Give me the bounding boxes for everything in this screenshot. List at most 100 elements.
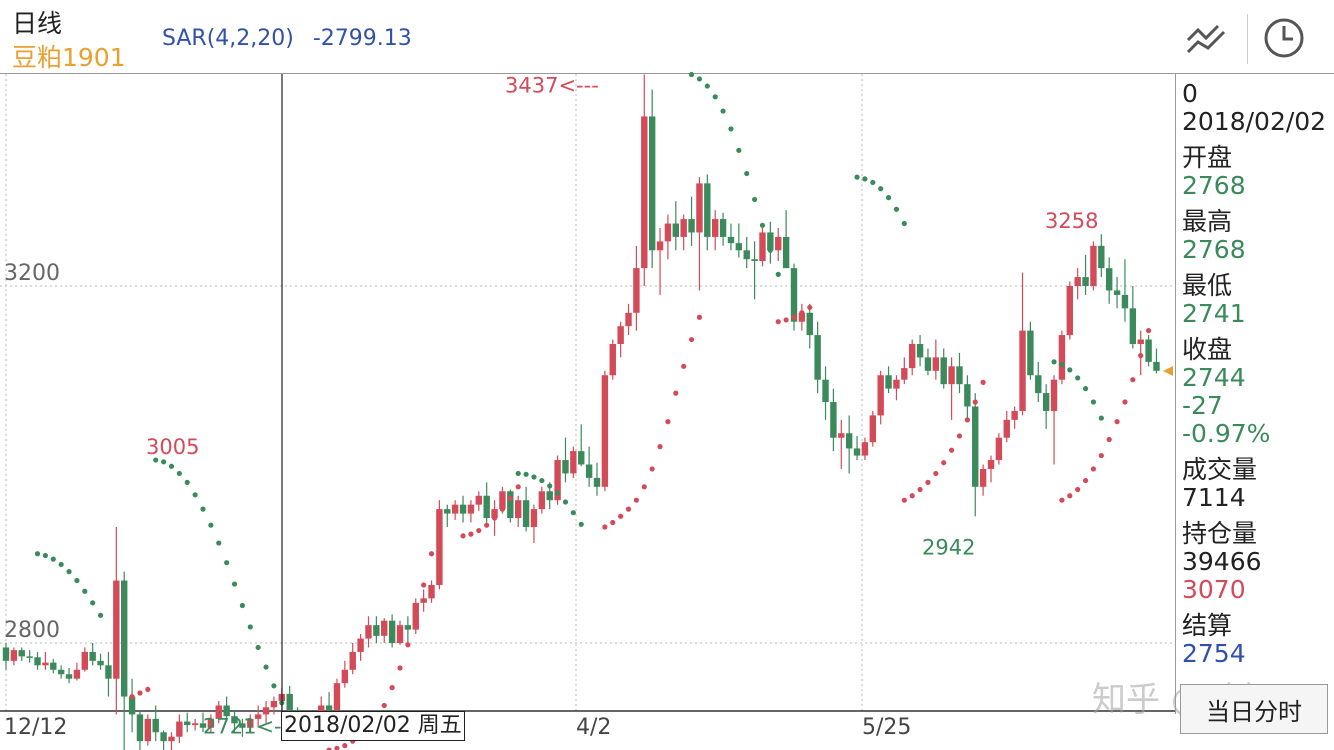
candle <box>333 678 341 715</box>
candle <box>113 526 120 715</box>
sar-dot-bull <box>326 747 332 750</box>
sar-dot-bear <box>1098 415 1104 421</box>
open-label: 开盘 <box>1182 143 1233 172</box>
candle-body <box>704 183 711 237</box>
sar-dot-bear <box>168 463 175 469</box>
candle-body <box>467 504 475 514</box>
candle-body <box>767 232 774 251</box>
candle <box>601 370 609 492</box>
sar-dot-bear <box>744 170 750 177</box>
sar-dot-bull <box>428 551 435 557</box>
candle-body <box>373 625 380 636</box>
candle <box>538 486 546 514</box>
sar-dot-bear <box>176 470 182 477</box>
candle-body <box>113 580 120 679</box>
sar-dot-bear <box>688 71 695 78</box>
candle <box>1058 330 1066 385</box>
candle-body <box>1027 330 1034 376</box>
candle-body <box>814 335 821 380</box>
sar-dot-bear <box>759 222 766 228</box>
candle-body <box>538 491 546 510</box>
sar-dot-bull <box>688 336 695 343</box>
candle <box>396 620 404 645</box>
sar-dot-bear <box>720 108 726 114</box>
sar-dot-bear <box>767 247 773 253</box>
candle-body <box>10 650 18 661</box>
sar-dot-bear <box>58 561 64 568</box>
candle <box>735 223 743 258</box>
candle <box>570 446 577 478</box>
sar-dot-bull <box>665 419 671 425</box>
candle <box>1042 384 1050 429</box>
sar-dot-bull <box>633 497 640 503</box>
sar-dot-bull <box>649 466 655 472</box>
sar-dot-bear <box>515 470 521 477</box>
candle-body <box>428 584 435 599</box>
sar-dot-bear <box>34 551 41 557</box>
candle <box>696 177 703 291</box>
sar-dot-bull <box>696 314 703 320</box>
sar-dot-bear <box>271 683 277 689</box>
sar-dot-bull <box>137 690 143 696</box>
sar-dot-bull <box>618 513 624 519</box>
candle-body <box>648 116 656 251</box>
candle <box>979 464 987 496</box>
candle <box>987 455 995 483</box>
candle <box>1027 321 1034 380</box>
sar-dot-bear <box>704 83 710 89</box>
sar-dot-bull <box>1114 419 1120 425</box>
candle <box>948 357 955 420</box>
candle-body <box>570 451 577 474</box>
candle-body <box>806 312 813 336</box>
candle <box>89 643 96 666</box>
candle <box>585 446 593 487</box>
candle <box>1082 254 1089 295</box>
sar-dot-bear <box>862 176 868 182</box>
candle <box>168 732 175 750</box>
sar-dot-bear <box>263 664 269 670</box>
candle <box>522 486 530 532</box>
sar-dot-bull <box>460 533 466 539</box>
candle-body <box>507 491 514 519</box>
candle-body <box>168 736 175 742</box>
candle-body <box>239 723 246 728</box>
candle-body <box>191 723 199 726</box>
sar-dot-bear <box>1051 359 1057 365</box>
candle <box>672 201 679 251</box>
candle <box>357 634 364 661</box>
candle-body <box>924 357 932 371</box>
candle-body <box>128 696 136 715</box>
candle <box>830 388 837 452</box>
candle-body <box>420 598 427 603</box>
clock-icon[interactable] <box>1256 10 1312 66</box>
candle <box>388 614 396 648</box>
candle <box>2 643 10 670</box>
candle <box>641 74 648 286</box>
sar-dot-bull <box>775 319 781 325</box>
candle-body <box>562 460 569 474</box>
candle-body <box>1153 361 1160 371</box>
volume-label: 成交量 <box>1182 455 1258 484</box>
candle-body <box>554 460 561 501</box>
candle <box>223 696 230 722</box>
oi-label: 持仓量 <box>1182 519 1258 548</box>
intraday-button[interactable]: 当日分时 <box>1180 684 1328 734</box>
candle <box>160 730 167 750</box>
sar-dot-bull <box>925 479 931 485</box>
candle <box>184 712 191 733</box>
candle-body <box>601 375 609 487</box>
candle-body <box>231 716 238 724</box>
candle-body <box>853 448 861 456</box>
line-style-icon[interactable] <box>1180 10 1236 66</box>
candle <box>798 303 806 331</box>
candle-body <box>688 219 695 233</box>
sar-dot-bear <box>161 459 167 465</box>
candle-body <box>798 312 806 322</box>
candle <box>625 303 632 336</box>
sar-dot-bear <box>50 556 56 562</box>
candle-body <box>522 500 530 527</box>
candle-body <box>861 442 869 456</box>
candle-body <box>207 718 215 728</box>
candle-body <box>475 495 482 505</box>
